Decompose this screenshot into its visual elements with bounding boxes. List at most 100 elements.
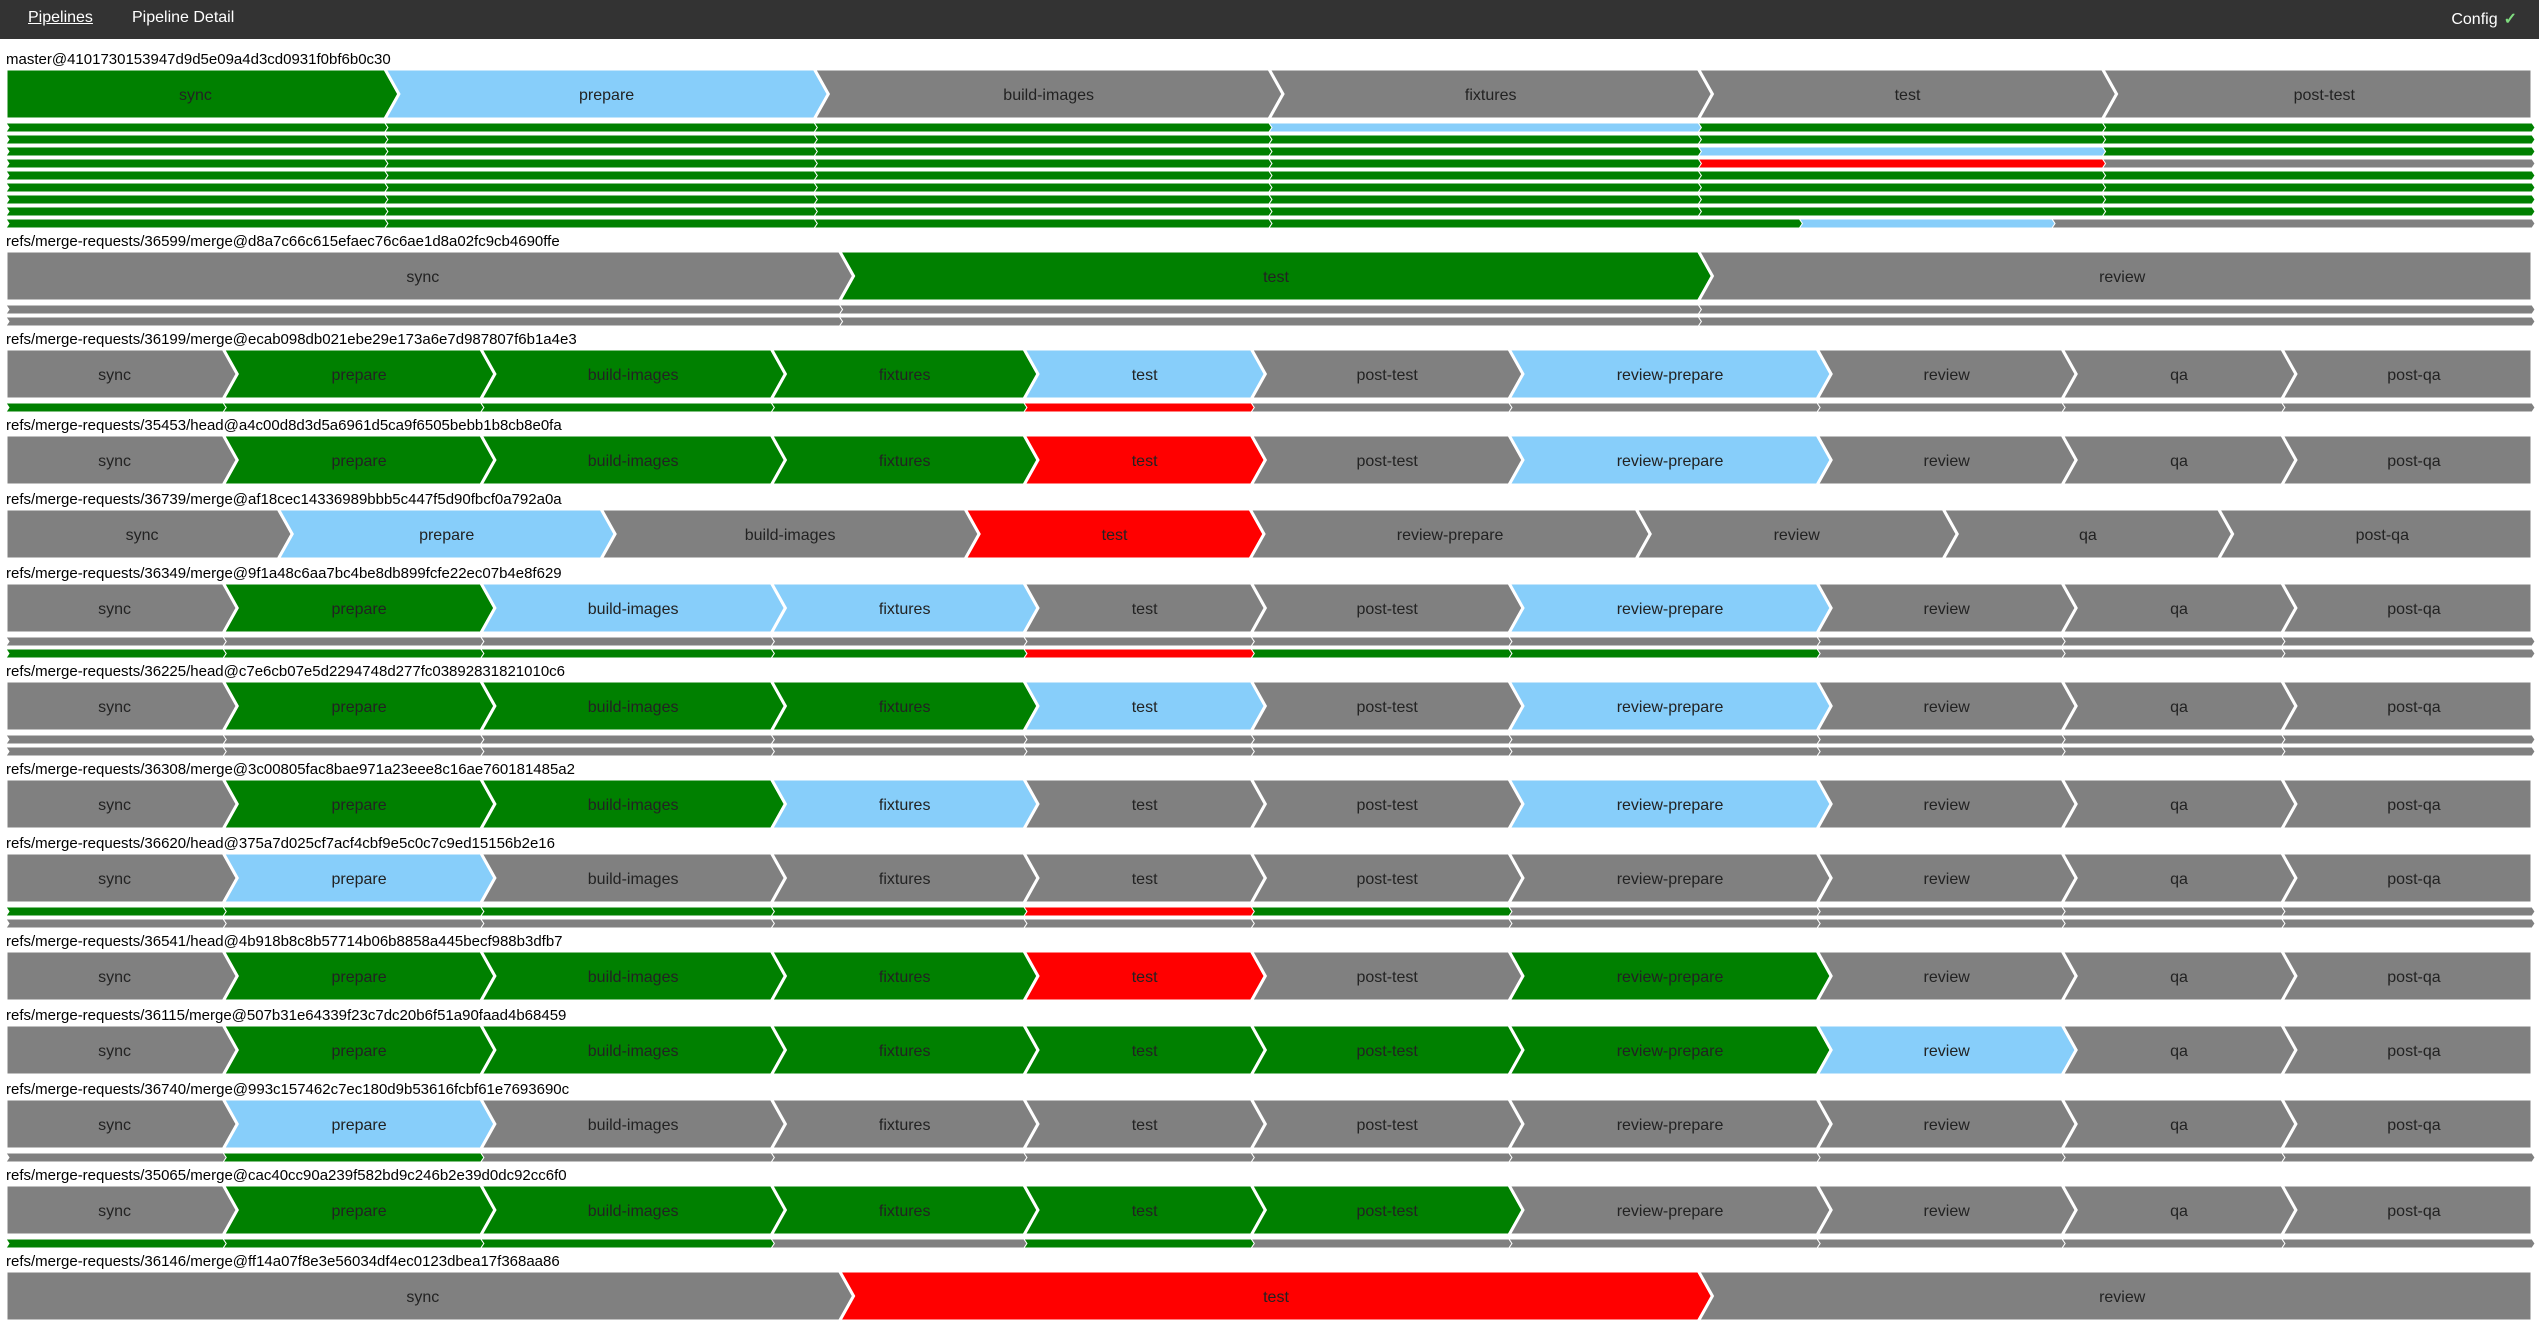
job-segment[interactable] bbox=[5, 316, 844, 327]
stage-qa[interactable]: qa bbox=[2059, 1183, 2298, 1237]
pipeline-ref-label[interactable]: master@4101730153947d9d5e09a4d3cd0931f0b… bbox=[6, 51, 391, 68]
pipeline-ref-label[interactable]: refs/merge-requests/36115/merge@507b31e6… bbox=[6, 1007, 567, 1024]
job-segment[interactable] bbox=[222, 746, 485, 757]
job-segment[interactable] bbox=[1023, 746, 1255, 757]
job-segment[interactable] bbox=[5, 746, 227, 757]
job-segment[interactable] bbox=[813, 122, 1273, 133]
stage-review-prepare[interactable]: review-prepare bbox=[1506, 851, 1833, 905]
job-segment[interactable] bbox=[2061, 1238, 2286, 1249]
job-history-bar[interactable] bbox=[0, 182, 2539, 193]
stage-post-test[interactable]: post-test bbox=[1248, 1023, 1525, 1077]
job-segment[interactable] bbox=[5, 1238, 227, 1249]
stage-chevron[interactable] bbox=[2279, 679, 2534, 733]
pipeline-ref-label[interactable]: refs/merge-requests/36599/merge@d8a7c66c… bbox=[6, 233, 560, 250]
job-segment[interactable] bbox=[770, 402, 1028, 413]
stage-review[interactable]: review bbox=[1814, 1183, 2078, 1237]
job-segment[interactable] bbox=[2280, 918, 2536, 929]
stage-sync[interactable]: sync bbox=[4, 433, 239, 487]
stage-build-images[interactable]: build-images bbox=[598, 507, 981, 561]
stage-post-test[interactable]: post-test bbox=[1248, 777, 1525, 831]
job-segment[interactable] bbox=[383, 218, 818, 229]
stage-post-test[interactable]: post-test bbox=[2100, 67, 2534, 121]
stage-review[interactable]: review bbox=[1814, 347, 2078, 401]
job-segment[interactable] bbox=[383, 122, 818, 133]
job-segment[interactable] bbox=[479, 734, 775, 745]
job-segment[interactable] bbox=[5, 304, 844, 315]
stage-review[interactable]: review bbox=[1633, 507, 1959, 561]
job-segment[interactable] bbox=[1250, 402, 1513, 413]
job-segment[interactable] bbox=[5, 402, 227, 413]
job-segment[interactable] bbox=[5, 158, 389, 169]
stage-qa[interactable]: qa bbox=[2059, 1023, 2298, 1077]
job-segment[interactable] bbox=[2280, 1152, 2536, 1163]
job-history-bar[interactable] bbox=[0, 1238, 2539, 1249]
stage-chevron[interactable] bbox=[1695, 1269, 2534, 1321]
pipeline-ref-label[interactable]: refs/merge-requests/35453/head@a4c00d8d3… bbox=[6, 417, 562, 434]
job-segment[interactable] bbox=[2280, 1238, 2536, 1249]
job-segment[interactable] bbox=[1816, 1152, 2066, 1163]
job-history-bar[interactable] bbox=[0, 134, 2539, 145]
stage-post-test[interactable]: post-test bbox=[1248, 347, 1525, 401]
stage-review-prepare[interactable]: review-prepare bbox=[1506, 581, 1833, 635]
stage-test[interactable]: test bbox=[837, 249, 1715, 303]
stage-sync[interactable]: sync bbox=[4, 1023, 239, 1077]
job-segment[interactable] bbox=[2101, 146, 2536, 157]
stage-test[interactable]: test bbox=[1021, 1023, 1268, 1077]
job-history-bar[interactable] bbox=[0, 316, 2539, 327]
stage-sync[interactable]: sync bbox=[4, 777, 239, 831]
job-segment[interactable] bbox=[2051, 218, 2536, 229]
stage-review[interactable]: review bbox=[1814, 949, 2078, 1003]
pipeline-ref-label[interactable]: refs/merge-requests/35065/merge@cac40cc9… bbox=[6, 1167, 567, 1184]
job-segment[interactable] bbox=[1250, 1152, 1513, 1163]
job-segment[interactable] bbox=[1697, 134, 2107, 145]
job-segment[interactable] bbox=[5, 206, 389, 217]
stage-build-images[interactable]: build-images bbox=[478, 679, 788, 733]
stage-test[interactable]: test bbox=[1695, 67, 2119, 121]
job-segment[interactable] bbox=[1268, 134, 1703, 145]
job-segment[interactable] bbox=[1023, 1152, 1255, 1163]
job-history-bar[interactable] bbox=[0, 194, 2539, 205]
job-segment[interactable] bbox=[5, 906, 227, 917]
job-segment[interactable] bbox=[2280, 906, 2536, 917]
job-segment[interactable] bbox=[222, 1238, 485, 1249]
job-segment[interactable] bbox=[2280, 746, 2536, 757]
job-segment[interactable] bbox=[1268, 218, 1804, 229]
job-segment[interactable] bbox=[1250, 734, 1513, 745]
stage-post-test[interactable]: post-test bbox=[1248, 949, 1525, 1003]
stage-sync[interactable]: sync bbox=[4, 249, 856, 303]
stage-qa[interactable]: qa bbox=[2059, 777, 2298, 831]
job-segment[interactable] bbox=[479, 1152, 775, 1163]
job-segment[interactable] bbox=[1023, 402, 1255, 413]
job-segment[interactable] bbox=[813, 182, 1273, 193]
stage-review-prepare[interactable]: review-prepare bbox=[1506, 777, 1833, 831]
stage-post-qa[interactable]: post-qa bbox=[2279, 1023, 2534, 1077]
stage-chevron[interactable] bbox=[2279, 777, 2534, 831]
stage-qa[interactable]: qa bbox=[2059, 347, 2298, 401]
job-history-bar[interactable] bbox=[0, 206, 2539, 217]
job-segment[interactable] bbox=[222, 734, 485, 745]
stage-chevron[interactable] bbox=[2279, 433, 2534, 487]
job-segment[interactable] bbox=[1023, 918, 1255, 929]
stage-fixtures[interactable]: fixtures bbox=[768, 433, 1040, 487]
pipeline-ref-label[interactable]: refs/merge-requests/36541/head@4b918b8c8… bbox=[6, 933, 563, 950]
job-segment[interactable] bbox=[5, 182, 389, 193]
stage-test[interactable]: test bbox=[1021, 347, 1268, 401]
job-segment[interactable] bbox=[1250, 636, 1513, 647]
job-history-bar[interactable] bbox=[0, 636, 2539, 647]
job-segment[interactable] bbox=[5, 134, 389, 145]
job-segment[interactable] bbox=[383, 182, 818, 193]
stage-post-qa[interactable]: post-qa bbox=[2279, 1097, 2534, 1151]
job-segment[interactable] bbox=[1023, 636, 1255, 647]
pipeline-ref-label[interactable]: refs/merge-requests/36199/merge@ecab098d… bbox=[6, 331, 577, 348]
stage-test[interactable]: test bbox=[1021, 679, 1268, 733]
job-segment[interactable] bbox=[1250, 746, 1513, 757]
stage-build-images[interactable]: build-images bbox=[478, 433, 788, 487]
job-segment[interactable] bbox=[383, 206, 818, 217]
stage-test[interactable]: test bbox=[1021, 777, 1268, 831]
job-segment[interactable] bbox=[222, 648, 485, 659]
job-segment[interactable] bbox=[1697, 158, 2107, 169]
job-segment[interactable] bbox=[5, 194, 389, 205]
stage-review[interactable]: review bbox=[1814, 433, 2078, 487]
job-segment[interactable] bbox=[1268, 194, 1703, 205]
job-segment[interactable] bbox=[1268, 158, 1703, 169]
